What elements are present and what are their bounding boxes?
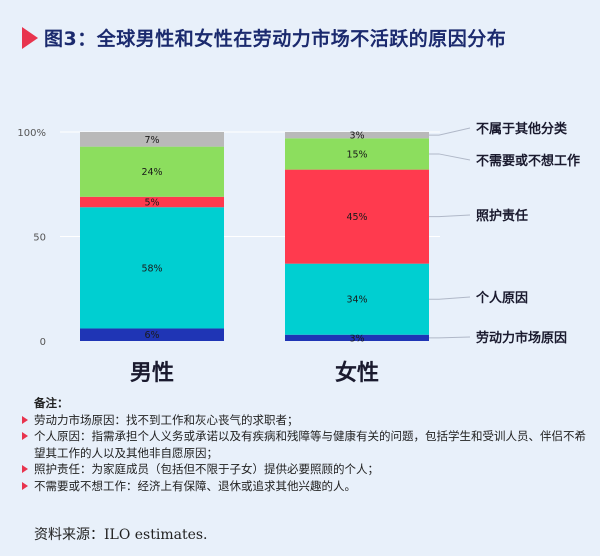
note-arrow-icon (22, 415, 28, 424)
note-item: 个人原因：指需承担个人义务或承诺以及有疾病和残障等与健康有关的问题，包括学生和受… (22, 428, 592, 461)
bar-segment (80, 146, 224, 197)
x-category-label: 女性 (335, 360, 379, 386)
bar-segment (285, 263, 429, 335)
bar-segment (80, 196, 224, 208)
data-label: 45% (346, 212, 367, 223)
legend-leader-line (429, 127, 471, 136)
legend-label: 劳动力市场原因 (476, 330, 567, 346)
note-item: 不需要或不想工作：经济上有保障、退休或追求其他兴趣的人。 (22, 478, 592, 495)
data-label: 3% (349, 131, 364, 142)
legend-label: 照护责任 (476, 208, 528, 224)
data-label: 6% (144, 330, 159, 341)
data-label: 15% (346, 149, 367, 160)
legend-label: 不属于其他分类 (476, 121, 568, 137)
legend-leader-line (429, 336, 471, 339)
note-arrow-icon (22, 432, 28, 440)
bar-segment (285, 334, 429, 341)
title-row: 图3：全球男性和女性在劳动力市场不活跃的原因分布 (22, 24, 506, 51)
title-marker-icon (22, 26, 38, 49)
note-arrow-icon (22, 465, 28, 473)
data-label: 34% (346, 295, 367, 306)
notes-title: 备注： (34, 396, 69, 410)
note-item: 照护责任：为家庭成员（包括但不限于子女）提供必要照顾的个人； (22, 461, 592, 478)
bar-segment (285, 169, 429, 264)
legend-leader-line (429, 296, 471, 300)
note-text: 照护责任：为家庭成员（包括但不限于子女）提供必要照顾的个人； (34, 462, 379, 476)
legend-label: 不需要或不想工作 (476, 153, 580, 169)
data-label: 5% (144, 198, 159, 209)
data-label: 24% (141, 167, 162, 178)
note-arrow-icon (22, 481, 28, 490)
note-text: 个人原因：指需承担个人义务或承诺以及有疾病和残障等与健康有关的问题，包括学生和受… (34, 429, 586, 460)
bar-segment (285, 138, 429, 170)
chart-title: 图3：全球男性和女性在劳动力市场不活跃的原因分布 (44, 28, 507, 50)
legend-leader-line (429, 153, 471, 161)
note-text: 不需要或不想工作：经济上有保障、退休或追求其他兴趣的人。 (34, 478, 356, 493)
stacked-bar-chart: 0 50 100% 6% 58% 5% 24% 7% 男性 3% 34% 45% 15% 3% 女性 劳动力市… (17, 121, 580, 386)
source-note: 资料来源：ILO estimates. (34, 527, 208, 543)
legend-label: 个人原因 (475, 290, 528, 306)
y-tick-label: 100% (17, 128, 46, 139)
note-item: 劳动力市场原因：找不到工作和灰心丧气的求职者； (22, 412, 592, 429)
bar-segment (80, 132, 224, 147)
bar-segment (80, 328, 224, 341)
note-text: 劳动力市场原因：找不到工作和灰心丧气的求职者； (34, 412, 299, 427)
data-label: 7% (144, 135, 159, 146)
data-label: 3% (349, 333, 364, 344)
notes: 备注： 劳动力市场原因：找不到工作和灰心丧气的求职者； 个人原因：指需承担个人义… (22, 395, 592, 494)
y-tick-label: 0 (40, 337, 46, 348)
data-label: 58% (141, 263, 162, 274)
x-category-label: 男性 (130, 361, 174, 386)
legend-leader-line (429, 214, 471, 218)
bar-segment (285, 132, 429, 139)
bar-segment (80, 207, 224, 329)
y-tick-label: 50 (33, 233, 46, 244)
